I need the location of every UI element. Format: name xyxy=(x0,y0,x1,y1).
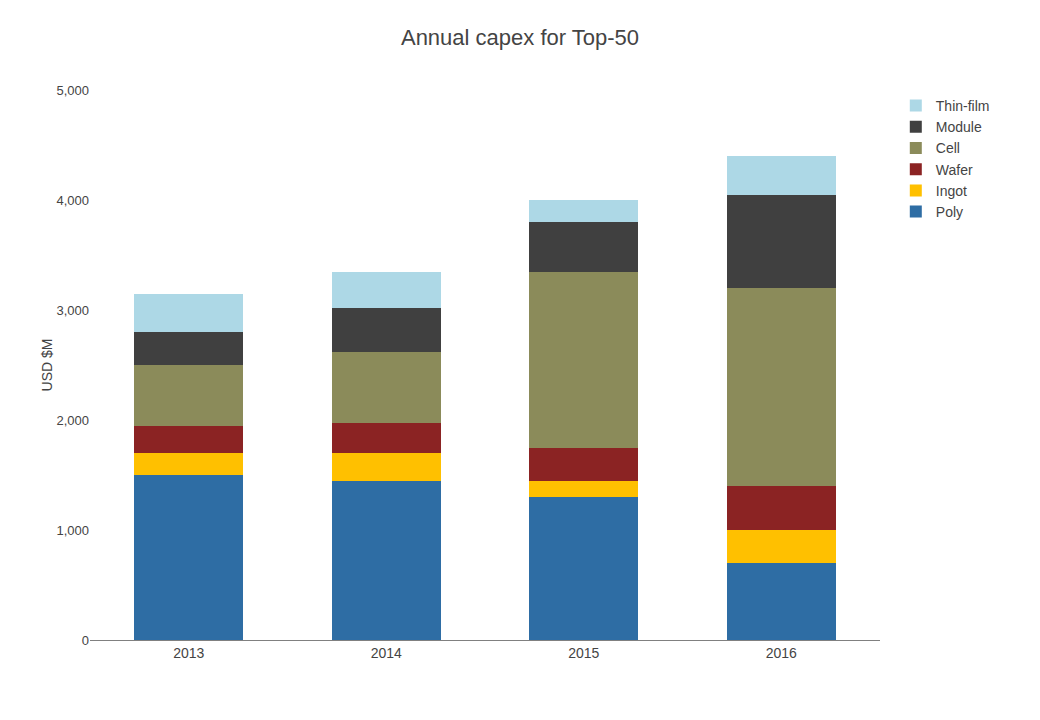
svg-text:Module: Module xyxy=(936,119,982,135)
svg-text:Wafer: Wafer xyxy=(936,162,973,178)
svg-text:2,000: 2,000 xyxy=(56,413,89,428)
svg-text:3,000: 3,000 xyxy=(56,303,89,318)
svg-text:2013: 2013 xyxy=(173,645,204,661)
svg-text:2015: 2015 xyxy=(568,645,599,661)
svg-text:1,000: 1,000 xyxy=(56,523,89,538)
svg-text:0: 0 xyxy=(82,633,89,648)
svg-text:Thin-film: Thin-film xyxy=(936,98,990,114)
svg-text:Annual capex for Top-50: Annual capex for Top-50 xyxy=(401,25,639,50)
svg-text:2014: 2014 xyxy=(371,645,402,661)
svg-text:4,000: 4,000 xyxy=(56,193,89,208)
svg-text:2016: 2016 xyxy=(766,645,797,661)
svg-text:Cell: Cell xyxy=(936,140,960,156)
svg-text:USD $M: USD $M xyxy=(39,339,55,392)
svg-text:Ingot: Ingot xyxy=(936,183,967,199)
svg-text:Poly: Poly xyxy=(936,204,963,220)
svg-text:5,000: 5,000 xyxy=(56,83,89,98)
